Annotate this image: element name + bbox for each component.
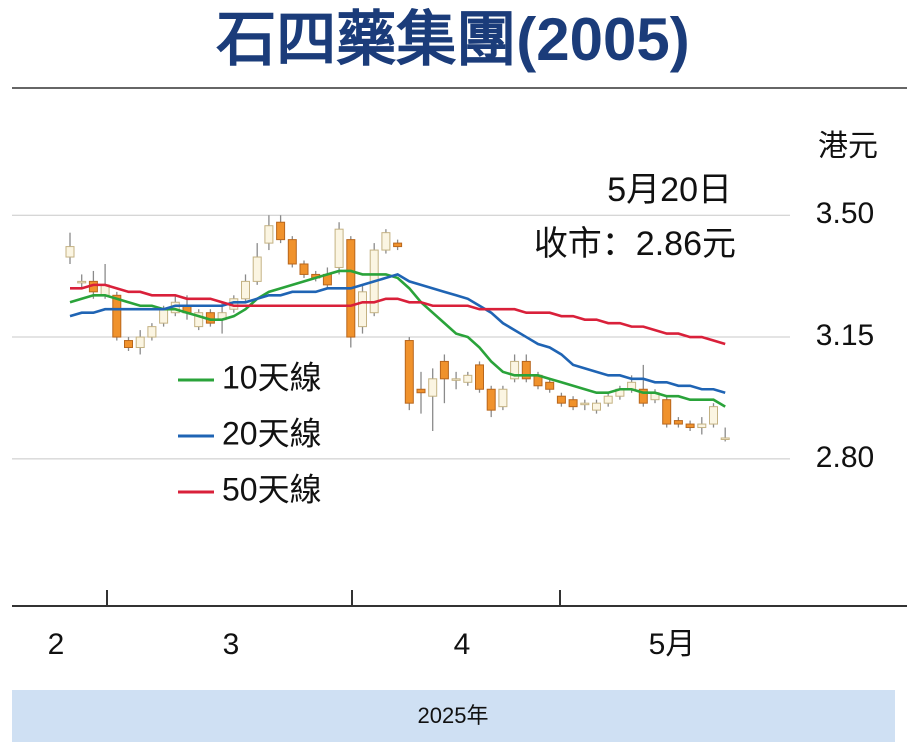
candle-body [603, 395, 613, 404]
candle-body [638, 388, 648, 404]
candle-body [381, 232, 391, 251]
x-tick-label: 4 [454, 628, 471, 661]
candle-body [264, 225, 274, 244]
legend-label: 10天線 [222, 359, 322, 395]
candle-body [77, 280, 87, 284]
candle-body [475, 364, 484, 390]
candle-body [685, 423, 695, 429]
candle-body [334, 228, 344, 268]
y-tick-label: 2.80 [816, 441, 874, 474]
candle-body [580, 402, 590, 406]
candle-body [112, 294, 122, 338]
x-tick-label: 5月 [649, 628, 696, 661]
candle-body [592, 402, 601, 411]
candle-body [159, 308, 169, 324]
candle-body [147, 326, 157, 338]
legend-label: 50天線 [222, 471, 322, 507]
candle-body [463, 374, 473, 383]
y-tick-label: 3.50 [816, 197, 874, 230]
candle-body [486, 388, 496, 411]
footer-band [12, 690, 895, 742]
candle-body [194, 312, 204, 328]
annotation: 收市：2.86元 [534, 225, 736, 263]
candle-body [556, 395, 566, 404]
candle-body [393, 242, 403, 248]
candle-body [439, 360, 449, 380]
candle-body [451, 378, 461, 381]
candle-body [358, 291, 367, 328]
x-tick-label: 3 [223, 628, 240, 661]
candle-body [299, 263, 309, 275]
candle-body [252, 256, 262, 282]
candle-body [416, 388, 426, 394]
ma-line [70, 283, 726, 346]
x-tick-label: 2 [48, 628, 65, 661]
annotation: 5月20日 [607, 171, 732, 209]
candle-body [521, 360, 531, 380]
ma-line [69, 273, 726, 394]
candle-body [124, 340, 133, 348]
candle-body [65, 246, 75, 258]
candle-body [545, 381, 555, 390]
candle-body [510, 360, 520, 380]
candle-body [673, 420, 683, 425]
candle-body [662, 399, 672, 425]
candle-body [287, 239, 297, 265]
candle-body [568, 399, 578, 408]
x-axis-label: 2025年 [418, 703, 489, 728]
candle-body [498, 388, 508, 408]
candle-body [697, 423, 707, 429]
candle-body [276, 221, 286, 241]
candle-body [720, 437, 730, 440]
candle-body [428, 378, 438, 397]
candle-body [709, 406, 718, 425]
y-unit: 港元 [818, 130, 878, 163]
y-tick-label: 3.15 [816, 319, 874, 352]
candle-body [241, 280, 250, 300]
legend-label: 20天線 [222, 415, 322, 451]
chart-title: 石四藥集團(2005) [216, 6, 689, 73]
candle-body [404, 340, 414, 404]
candle-body [135, 336, 145, 349]
ma-line [69, 269, 726, 408]
